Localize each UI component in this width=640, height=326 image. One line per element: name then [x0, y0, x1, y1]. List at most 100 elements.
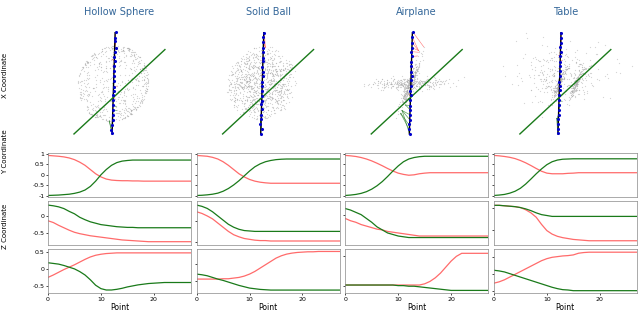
Point [251, 75, 261, 81]
Point [108, 51, 118, 56]
Point [250, 104, 260, 110]
Point [552, 89, 563, 94]
Point [552, 82, 562, 87]
Point [385, 80, 396, 85]
Point [553, 88, 563, 94]
Point [406, 86, 417, 92]
Point [249, 63, 259, 68]
Point [119, 115, 129, 120]
Point [572, 75, 582, 81]
Point [582, 71, 593, 77]
Point [516, 76, 526, 81]
Point [255, 60, 265, 65]
Point [398, 96, 408, 101]
Point [106, 55, 116, 60]
Point [267, 53, 277, 59]
Point [136, 96, 147, 101]
Point [281, 68, 291, 73]
Point [412, 67, 422, 72]
Point [388, 77, 398, 82]
Point [575, 71, 586, 76]
Point [399, 79, 409, 84]
Point [571, 86, 581, 91]
Point [257, 96, 268, 101]
Point [556, 79, 566, 84]
Point [550, 67, 560, 73]
Point [227, 69, 237, 74]
Point [261, 104, 271, 109]
Point [376, 78, 387, 83]
Point [250, 60, 260, 65]
Point [127, 70, 137, 75]
Point [554, 85, 564, 90]
Point [273, 92, 284, 97]
Point [413, 65, 423, 70]
Point [575, 73, 586, 78]
Point [407, 82, 417, 87]
Point [79, 83, 90, 88]
Point [249, 72, 259, 77]
Point [555, 72, 565, 77]
Point [399, 94, 409, 99]
Point [261, 110, 271, 115]
Point [95, 113, 106, 118]
Point [406, 83, 417, 88]
Point [258, 80, 268, 85]
Point [104, 58, 114, 63]
Point [555, 74, 565, 79]
Point [236, 59, 246, 64]
Point [267, 72, 277, 77]
Point [405, 82, 415, 87]
Point [237, 86, 247, 91]
Point [257, 50, 268, 55]
Point [566, 89, 576, 94]
Point [76, 89, 86, 94]
Point [558, 77, 568, 82]
Point [258, 93, 268, 98]
Point [260, 102, 270, 108]
Point [410, 72, 420, 78]
Point [143, 77, 153, 82]
Point [253, 45, 264, 50]
Point [543, 65, 553, 70]
Point [571, 78, 581, 83]
Point [270, 97, 280, 103]
Point [271, 72, 281, 78]
Point [130, 56, 140, 62]
Point [250, 105, 260, 110]
Point [83, 103, 93, 108]
Point [230, 83, 240, 89]
Point [406, 69, 416, 74]
Point [266, 67, 276, 72]
Point [451, 83, 461, 88]
Point [397, 82, 408, 88]
Point [405, 88, 415, 93]
Point [407, 69, 417, 75]
Point [570, 84, 580, 90]
Point [231, 79, 241, 84]
Point [573, 67, 584, 73]
Point [82, 104, 92, 109]
Point [430, 80, 440, 85]
Point [556, 36, 566, 41]
Point [109, 84, 119, 89]
Point [520, 52, 531, 57]
Point [525, 87, 536, 93]
Point [244, 71, 254, 77]
Point [387, 83, 397, 88]
Point [255, 72, 265, 78]
Point [243, 59, 253, 64]
Point [115, 115, 125, 120]
Point [548, 73, 559, 78]
Point [264, 48, 275, 53]
Point [142, 69, 152, 74]
Point [107, 115, 117, 120]
Point [535, 98, 545, 104]
Point [275, 105, 285, 110]
Point [409, 84, 419, 89]
Point [386, 80, 396, 85]
Point [410, 62, 420, 67]
Point [412, 68, 422, 73]
Point [255, 53, 265, 59]
Point [236, 58, 246, 64]
